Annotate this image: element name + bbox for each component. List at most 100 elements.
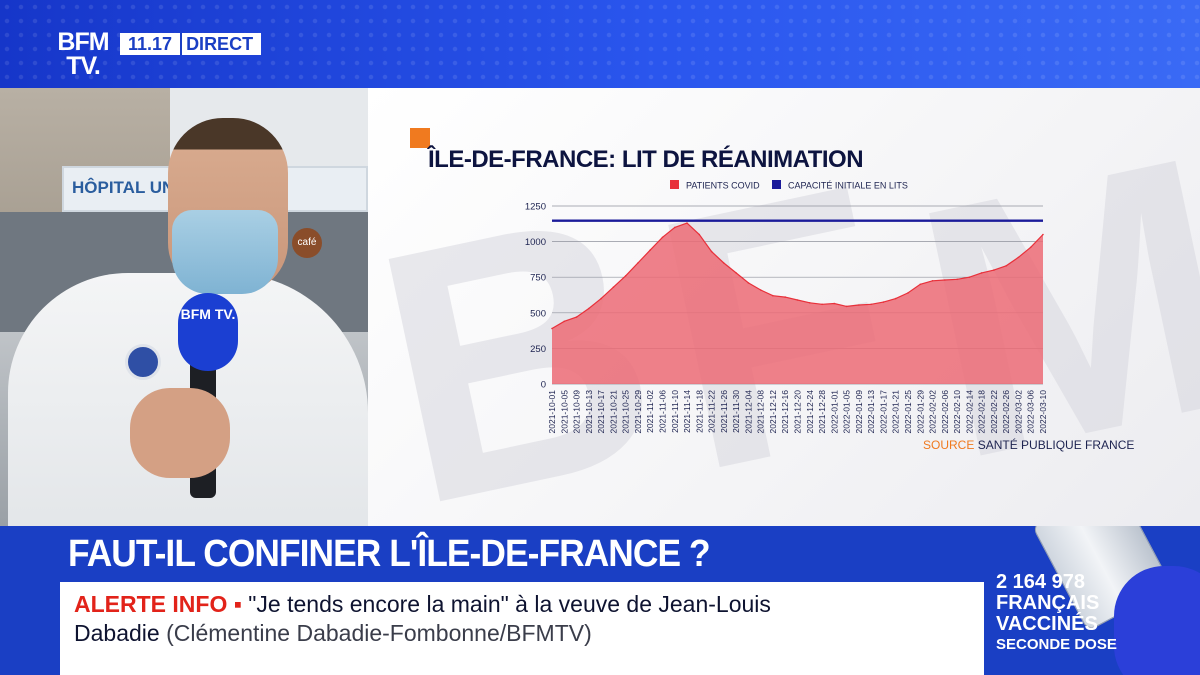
alert-text-1: "Je tends encore la main" à la veuve de … xyxy=(241,591,771,617)
covid-point-15 xyxy=(735,272,737,274)
covid-point-12 xyxy=(698,233,701,236)
legend-swatch-1 xyxy=(772,180,781,189)
covid-point-25 xyxy=(858,304,860,306)
x-tick-label-3: 2021-10-13 xyxy=(584,390,594,434)
x-tick-label-0: 2021-10-01 xyxy=(547,390,557,434)
x-tick-label-34: 2022-02-14 xyxy=(964,390,974,434)
alert-credit: (Clémentine Dabadie-Fombonne/BFMTV) xyxy=(159,620,592,646)
x-tick-label-24: 2022-01-05 xyxy=(842,390,852,434)
alert-label: ALERTE INFO ▪ xyxy=(74,591,242,617)
covid-point-20 xyxy=(796,299,799,301)
x-tick-label-38: 2022-03-02 xyxy=(1014,390,1024,434)
chart-title: ÎLE-DE-FRANCE: LIT DE RÉANIMATION xyxy=(428,146,864,173)
y-tick-label-2: 500 xyxy=(530,308,546,319)
alert-text-2a: Dabadie xyxy=(74,620,160,646)
coat-badge xyxy=(125,344,161,380)
covid-point-29 xyxy=(907,292,909,294)
covid-point-38 xyxy=(1017,256,1020,259)
y-tick-label-5: 1250 xyxy=(525,202,546,213)
source-name: SANTÉ PUBLIQUE FRANCE xyxy=(977,438,1135,452)
covid-point-5 xyxy=(612,286,615,288)
covid-point-2 xyxy=(575,316,578,318)
covid-point-23 xyxy=(833,302,836,305)
ticker-line-2: Dabadie (Clémentine Dabadie-Fombonne/BFM… xyxy=(74,619,984,648)
x-tick-label-31: 2022-02-02 xyxy=(928,390,938,434)
covid-point-26 xyxy=(870,303,872,306)
chart-x-axis: 2021-10-01 2021-10-05 2021-10-09 2021-10-13… xyxy=(547,390,1048,434)
covid-point-21 xyxy=(809,302,811,304)
covid-point-37 xyxy=(1005,265,1007,267)
y-tick-label-3: 750 xyxy=(530,273,546,284)
covid-point-17 xyxy=(759,289,762,291)
covid-point-13 xyxy=(710,250,713,253)
doctor-hand xyxy=(130,388,230,478)
covid-point-7 xyxy=(637,262,639,264)
ticker-line-1: ALERTE INFO ▪ "Je tends encore la main" … xyxy=(74,590,984,619)
x-tick-label-39: 2022-03-06 xyxy=(1026,390,1036,434)
covid-point-3 xyxy=(588,307,590,310)
legend-label-1: CAPACITÉ INITIALE EN LITS xyxy=(788,181,908,191)
covid-point-32 xyxy=(944,279,946,281)
microphone: BFM TV. xyxy=(178,293,238,371)
covid-point-30 xyxy=(919,283,922,286)
x-tick-label-29: 2022-01-25 xyxy=(903,390,913,434)
vaccination-stat: 2 164 978 FRANÇAIS VACCINÉS SECONDE DOSE xyxy=(984,526,1200,675)
x-tick-label-19: 2021-12-16 xyxy=(780,390,790,434)
covid-point-16 xyxy=(747,282,750,284)
x-tick-label-27: 2022-01-17 xyxy=(878,390,888,434)
x-tick-label-35: 2022-02-18 xyxy=(977,390,987,434)
covid-area xyxy=(552,223,1043,384)
x-tick-label-13: 2021-11-22 xyxy=(707,390,717,433)
x-tick-label-9: 2021-11-06 xyxy=(658,390,668,433)
covid-point-11 xyxy=(686,222,688,224)
news-ticker: ALERTE INFO ▪ "Je tends encore la main" … xyxy=(60,582,984,675)
x-tick-label-17: 2021-12-08 xyxy=(756,390,766,434)
stat-line-1: FRANÇAIS xyxy=(996,592,1100,614)
headline: FAUT-IL CONFINER L'ÎLE-DE-FRANCE ? xyxy=(68,532,711,575)
x-tick-label-33: 2022-02-10 xyxy=(952,390,962,434)
x-tick-label-25: 2022-01-09 xyxy=(854,390,864,434)
x-tick-label-22: 2021-12-28 xyxy=(817,390,827,434)
chart-title-marker xyxy=(410,128,430,148)
y-tick-label-4: 1000 xyxy=(525,237,546,248)
x-tick-label-36: 2022-02-22 xyxy=(989,390,999,434)
y-tick-label-0: 0 xyxy=(541,380,546,391)
camera-feed: HÔPITAL UNI TIÉ-SALP café BFM TV. xyxy=(0,88,368,526)
chart: PATIENTS COVID CAPACITÉ INITIALE EN LITS … xyxy=(525,180,1048,434)
x-tick-label-8: 2021-11-02 xyxy=(645,390,655,433)
covid-point-24 xyxy=(845,305,848,308)
x-tick-label-1: 2021-10-05 xyxy=(559,390,569,434)
covid-point-33 xyxy=(956,278,958,281)
x-tick-label-4: 2021-10-17 xyxy=(596,390,606,434)
covid-point-10 xyxy=(674,226,676,229)
x-tick-label-11: 2021-11-14 xyxy=(682,390,692,433)
x-tick-label-5: 2021-10-21 xyxy=(608,390,618,434)
x-tick-label-16: 2021-12-04 xyxy=(743,390,753,434)
covid-point-35 xyxy=(980,272,983,274)
covid-point-22 xyxy=(821,303,823,306)
covid-point-27 xyxy=(882,301,885,303)
x-tick-label-14: 2021-11-26 xyxy=(719,390,729,433)
covid-point-31 xyxy=(931,280,934,282)
live-label: DIRECT xyxy=(180,33,262,55)
x-tick-label-40: 2022-03-10 xyxy=(1038,390,1048,434)
x-tick-label-7: 2021-10-29 xyxy=(633,390,643,434)
covid-point-18 xyxy=(772,294,774,297)
stat-number: 2 164 978 xyxy=(996,571,1085,593)
logo-line-2: TV. xyxy=(66,52,101,80)
live-tag: 11.17 DIRECT xyxy=(120,33,262,55)
x-tick-label-32: 2022-02-06 xyxy=(940,390,950,434)
covid-point-6 xyxy=(624,275,627,277)
face-mask xyxy=(172,210,278,294)
covid-point-9 xyxy=(661,236,664,239)
chart-y-axis: 0 250 500 750 1000 1250 xyxy=(525,202,546,391)
stat-line-2: VACCINÉS xyxy=(996,613,1098,635)
x-tick-label-30: 2022-01-29 xyxy=(915,390,925,434)
legend-label-0: PATIENTS COVID xyxy=(686,181,760,191)
stat-line-3: SECONDE DOSE xyxy=(996,636,1117,653)
logo-line-1: BFM xyxy=(57,28,109,56)
covid-point-14 xyxy=(723,262,725,264)
top-band xyxy=(0,0,1200,88)
x-tick-label-20: 2021-12-20 xyxy=(793,390,803,434)
x-tick-label-21: 2021-12-24 xyxy=(805,390,815,434)
